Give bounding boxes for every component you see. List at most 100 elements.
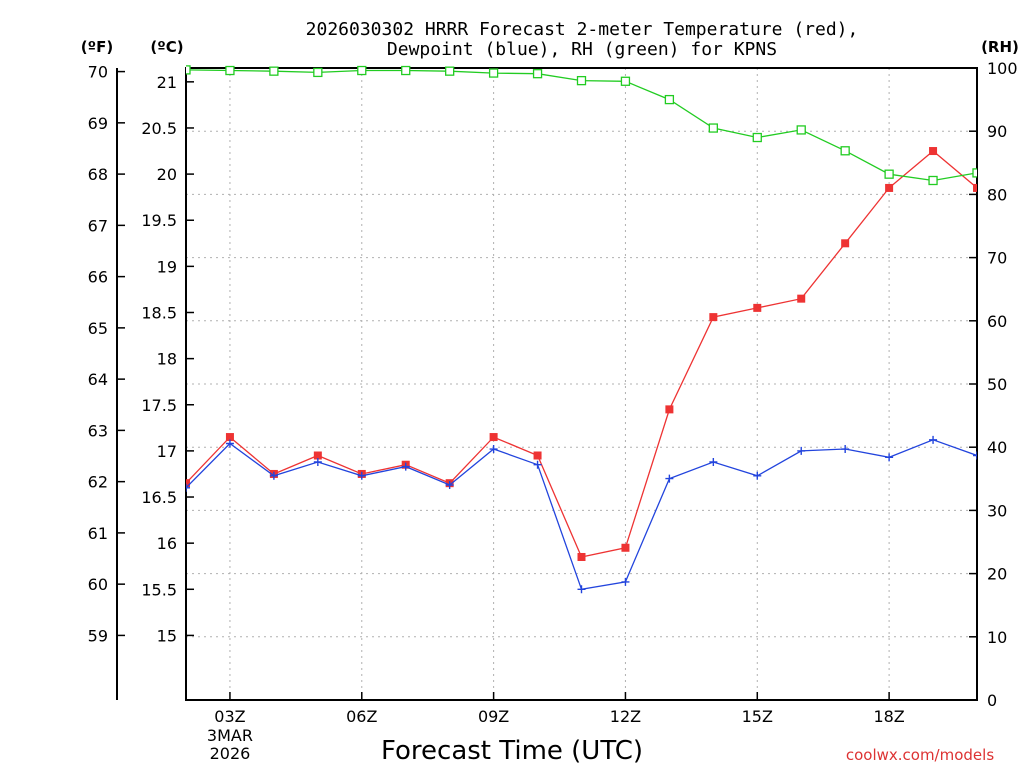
dewpoint-point bbox=[973, 451, 977, 460]
rh-point bbox=[225, 65, 235, 76]
rh-point bbox=[269, 66, 279, 76]
temperature-point bbox=[797, 294, 806, 303]
x-tick-label: 12Z bbox=[610, 707, 641, 726]
x-tick-label: 06Z bbox=[346, 707, 377, 726]
rh-tick-label: 90 bbox=[987, 122, 1007, 141]
fahrenheit-tick-label: 65 bbox=[88, 319, 108, 338]
rh-point bbox=[186, 65, 191, 75]
dewpoint-point bbox=[186, 483, 190, 492]
rh-tick-label: 100 bbox=[987, 59, 1018, 78]
grid-layer bbox=[186, 68, 977, 700]
celsius-tick-label: 18.5 bbox=[141, 303, 177, 322]
fahrenheit-tick-label: 68 bbox=[88, 165, 108, 184]
rh-point bbox=[752, 132, 762, 143]
temperature-point bbox=[186, 479, 190, 488]
rh-point bbox=[401, 65, 411, 76]
rh-point bbox=[708, 123, 718, 133]
rh-point bbox=[532, 69, 543, 79]
rh-point bbox=[840, 146, 850, 156]
fahrenheit-tick-label: 67 bbox=[88, 216, 108, 235]
dewpoint-point bbox=[445, 481, 454, 490]
rh-tick-label: 10 bbox=[987, 628, 1007, 647]
dewpoint-point bbox=[313, 457, 322, 466]
temperature-point bbox=[709, 313, 718, 322]
rh-tick-label: 60 bbox=[987, 312, 1007, 331]
celsius-tick-label: 16 bbox=[157, 534, 177, 553]
celsius-tick-label: 16.5 bbox=[141, 488, 177, 507]
x-tick-year-label: 2026 bbox=[210, 744, 251, 763]
rh-point bbox=[445, 66, 455, 76]
temperature-point bbox=[841, 239, 850, 248]
celsius-tick-label: 19 bbox=[157, 257, 177, 276]
fahrenheit-tick-label: 59 bbox=[88, 626, 108, 645]
temperature-point bbox=[885, 183, 894, 192]
dewpoint-point bbox=[665, 474, 674, 483]
rh-tick-label: 20 bbox=[987, 565, 1007, 584]
x-tick-label: 18Z bbox=[873, 707, 904, 726]
celsius-tick-label: 15.5 bbox=[141, 580, 177, 599]
axis-layer: 15 15.5 16 16.5 17 17.5 18 18.5 19 19.5 20 20.5 21 59… bbox=[88, 59, 1018, 763]
celsius-tick-label: 19.5 bbox=[141, 211, 177, 230]
rh-point bbox=[796, 125, 806, 135]
dewpoint-point bbox=[489, 445, 498, 454]
temperature-point bbox=[313, 451, 322, 460]
fahrenheit-tick-label: 61 bbox=[88, 524, 108, 543]
credit-label: coolwx.com/models bbox=[846, 746, 994, 764]
fahrenheit-tick-label: 70 bbox=[88, 63, 108, 82]
series-group bbox=[186, 65, 977, 594]
temperature-point bbox=[577, 552, 586, 561]
fahrenheit-tick-label: 62 bbox=[88, 473, 108, 492]
dewpoint-point bbox=[797, 446, 806, 455]
rh-point bbox=[972, 168, 977, 178]
temperature-point bbox=[225, 433, 234, 442]
fahrenheit-tick-label: 60 bbox=[88, 575, 108, 594]
celsius-tick-label: 18 bbox=[157, 350, 177, 369]
x-axis-label: Forecast Time (UTC) bbox=[381, 736, 643, 766]
fahrenheit-unit-label: (ºF) bbox=[81, 38, 113, 56]
dewpoint-point bbox=[357, 471, 366, 480]
dewpoint-point bbox=[885, 453, 894, 462]
chart-title-line2: Dewpoint (blue), RH (green) for KPNS bbox=[387, 39, 777, 60]
rh-unit-label: (RH) bbox=[981, 38, 1019, 56]
rh-tick-label: 50 bbox=[987, 375, 1007, 394]
dewpoint-point bbox=[269, 471, 278, 480]
rh-point bbox=[928, 175, 938, 186]
dewpoint-point bbox=[709, 457, 718, 466]
x-tick-label: 09Z bbox=[478, 707, 509, 726]
rh-point bbox=[884, 169, 894, 179]
fahrenheit-tick-label: 63 bbox=[88, 421, 108, 440]
celsius-tick-label: 21 bbox=[157, 73, 177, 92]
series-layer bbox=[186, 65, 977, 594]
rh-point bbox=[620, 76, 631, 86]
dewpoint-point bbox=[841, 445, 850, 454]
rh-point bbox=[488, 68, 499, 78]
rh-point bbox=[357, 65, 367, 76]
celsius-tick-label: 20.5 bbox=[141, 119, 177, 138]
temperature-point bbox=[665, 405, 674, 414]
chart-title-line1: 2026030302 HRRR Forecast 2-meter Tempera… bbox=[306, 19, 859, 40]
x-tick-label: 15Z bbox=[742, 707, 773, 726]
temperature-point bbox=[973, 183, 977, 192]
dewpoint-point bbox=[753, 471, 762, 480]
fahrenheit-tick-label: 64 bbox=[88, 370, 108, 389]
x-tick-label: 03Z bbox=[214, 707, 245, 726]
dewpoint-point bbox=[401, 462, 410, 471]
dewpoint-point bbox=[533, 460, 542, 469]
celsius-tick-label: 20 bbox=[157, 165, 177, 184]
celsius-tick-label: 17 bbox=[157, 442, 177, 461]
dewpoint-point bbox=[577, 585, 586, 594]
temperature-line bbox=[186, 150, 977, 558]
rh-point bbox=[313, 67, 323, 78]
x-tick-date-label: 3MAR bbox=[207, 726, 253, 745]
temperature-point bbox=[929, 147, 938, 156]
temperature-point bbox=[621, 543, 630, 552]
fahrenheit-tick-label: 69 bbox=[88, 114, 108, 133]
rh-tick-label: 30 bbox=[987, 501, 1007, 520]
celsius-tick-label: 17.5 bbox=[141, 396, 177, 415]
rh-tick-label: 80 bbox=[987, 185, 1007, 204]
celsius-unit-label: (ºC) bbox=[150, 38, 183, 56]
temperature-point bbox=[533, 451, 542, 460]
dewpoint-point bbox=[225, 439, 234, 448]
rh-point bbox=[576, 75, 587, 86]
